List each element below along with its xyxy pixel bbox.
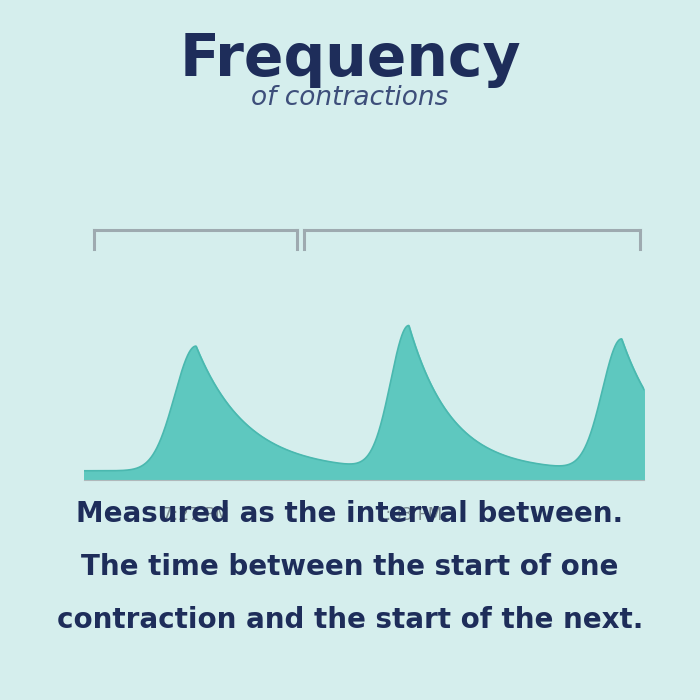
- Text: 7:27 PM: 7:27 PM: [162, 505, 230, 524]
- Text: contraction and the start of the next.: contraction and the start of the next.: [57, 606, 643, 634]
- Text: 7:33 PM: 7:33 PM: [375, 505, 442, 524]
- Text: Measured as the interval between.: Measured as the interval between.: [76, 500, 624, 528]
- Text: of contractions: of contractions: [251, 85, 449, 111]
- Text: The time between the start of one: The time between the start of one: [81, 553, 619, 581]
- Text: Frequency: Frequency: [179, 32, 521, 88]
